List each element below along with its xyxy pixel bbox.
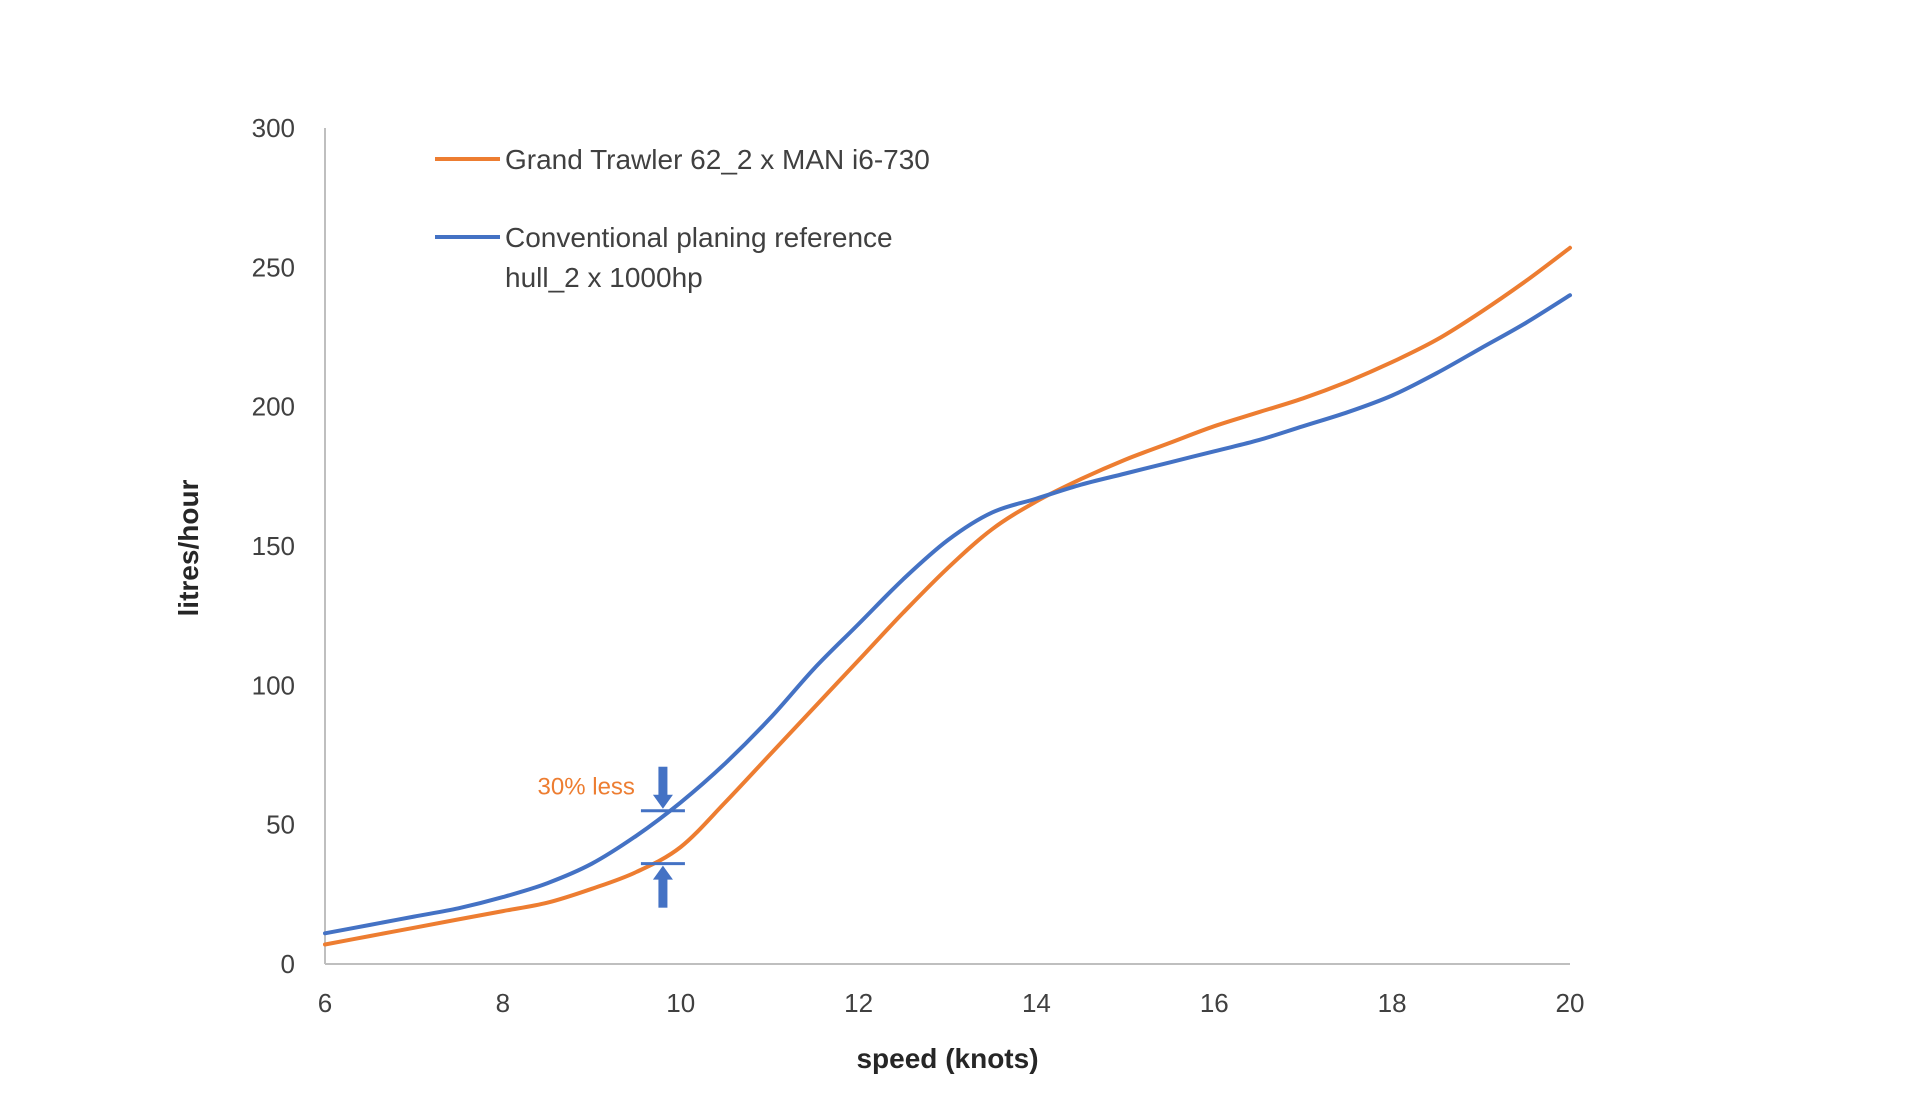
x-tick-label: 14 xyxy=(1022,988,1051,1018)
annotation: 30% less xyxy=(538,766,685,908)
up-arrow-icon xyxy=(652,865,673,880)
x-tick-label: 8 xyxy=(496,988,510,1018)
y-tick-label: 50 xyxy=(266,810,295,840)
y-tick-label: 250 xyxy=(252,252,295,282)
y-tick-label: 300 xyxy=(252,113,295,143)
axes: 0 50 100 150 200 250 300 6 8 10 12 14 16 18 20 speed (k… xyxy=(173,113,1584,1074)
up-arrow-shaft xyxy=(658,877,668,908)
y-axis-title: litres/hour xyxy=(173,479,204,616)
series-line-grand-trawler xyxy=(323,245,1572,947)
legend-label-conventional-hull-line1: Conventional planing reference xyxy=(505,222,893,253)
y-tick-label: 150 xyxy=(252,531,295,561)
y-tick-label: 0 xyxy=(281,949,295,979)
x-tick-label: 18 xyxy=(1378,988,1407,1018)
down-arrow-shaft xyxy=(658,766,668,797)
x-tick-label: 10 xyxy=(666,988,695,1018)
x-tick-label: 16 xyxy=(1200,988,1229,1018)
legend-label-conventional-hull-line2: hull_2 x 1000hp xyxy=(505,262,703,293)
x-tick-label: 20 xyxy=(1556,988,1585,1018)
y-tick-label: 200 xyxy=(252,392,295,422)
x-tick-label: 6 xyxy=(318,988,332,1018)
legend: Grand Trawler 62_2 x MAN i6-730 Conventio… xyxy=(435,144,930,293)
y-tick-label: 100 xyxy=(252,670,295,700)
annotation-label: 30% less xyxy=(538,774,635,801)
legend-label-grand-trawler: Grand Trawler 62_2 x MAN i6-730 xyxy=(505,144,930,175)
down-arrow-icon xyxy=(652,794,673,809)
series-lines xyxy=(323,245,1572,947)
x-axis-title: speed (knots) xyxy=(856,1043,1038,1074)
x-tick-label: 12 xyxy=(844,988,873,1018)
series-line-conventional-hull xyxy=(323,293,1572,936)
